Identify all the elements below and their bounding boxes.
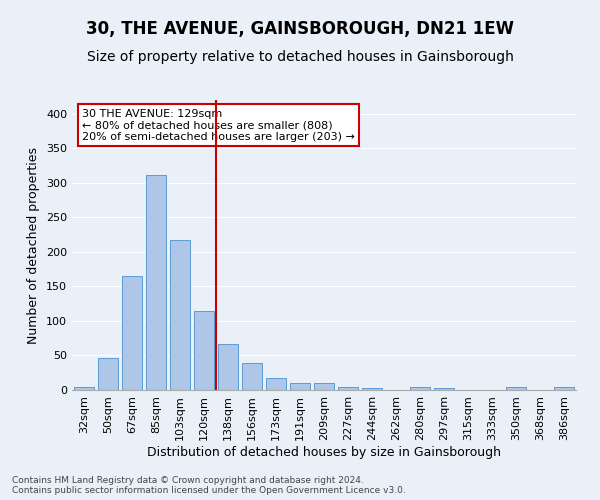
Bar	[98, 358, 118, 390]
Bar	[266, 378, 286, 390]
Text: 30, THE AVENUE, GAINSBOROUGH, DN21 1EW: 30, THE AVENUE, GAINSBOROUGH, DN21 1EW	[86, 20, 514, 38]
Bar	[506, 387, 526, 390]
Bar	[242, 363, 262, 390]
Text: Size of property relative to detached houses in Gainsborough: Size of property relative to detached ho…	[86, 50, 514, 64]
Bar	[554, 387, 574, 390]
Bar	[290, 383, 310, 390]
Bar	[194, 310, 214, 390]
Text: 30 THE AVENUE: 129sqm
← 80% of detached houses are smaller (808)
20% of semi-det: 30 THE AVENUE: 129sqm ← 80% of detached …	[82, 108, 355, 142]
Bar	[362, 388, 382, 390]
Bar	[338, 386, 358, 390]
Bar	[146, 174, 166, 390]
Bar	[74, 386, 94, 390]
Bar	[122, 276, 142, 390]
Bar	[314, 383, 334, 390]
Bar	[218, 344, 238, 390]
Text: Contains HM Land Registry data © Crown copyright and database right 2024.
Contai: Contains HM Land Registry data © Crown c…	[12, 476, 406, 495]
Y-axis label: Number of detached properties: Number of detached properties	[28, 146, 40, 344]
Bar	[434, 388, 454, 390]
Bar	[170, 240, 190, 390]
Bar	[410, 387, 430, 390]
X-axis label: Distribution of detached houses by size in Gainsborough: Distribution of detached houses by size …	[147, 446, 501, 458]
